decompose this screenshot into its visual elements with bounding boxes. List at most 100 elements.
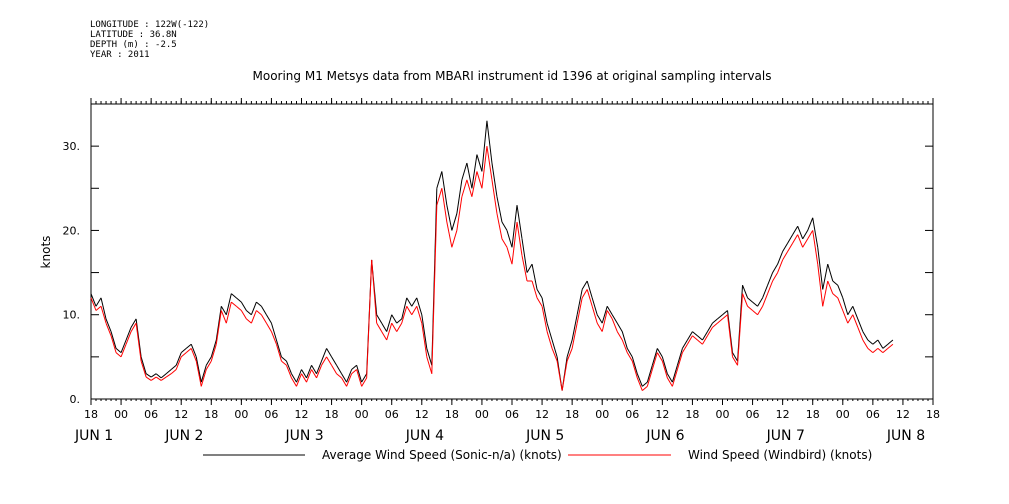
series-segment: [872, 348, 879, 354]
series-segment: [646, 365, 653, 383]
series-segment: [155, 376, 162, 381]
series-segment: [661, 356, 668, 374]
series-segment: [321, 356, 327, 366]
series-segment: [842, 297, 849, 315]
x-tick-label: 00: [114, 408, 128, 421]
series-segment: [336, 365, 343, 374]
series-segment: [516, 205, 523, 239]
series-segment: [601, 306, 608, 324]
series-segment: [361, 373, 368, 383]
series-segment: [767, 272, 774, 286]
series-segment: [616, 322, 623, 332]
series-segment: [686, 331, 693, 341]
series-segment: [692, 335, 698, 341]
series-segment: [270, 323, 277, 341]
series-segment: [411, 306, 418, 315]
series-segment: [812, 230, 819, 265]
series-segment: [260, 306, 267, 315]
series-segment: [842, 310, 849, 324]
series-segment: [456, 196, 463, 231]
series-segment: [376, 322, 383, 332]
series-segment: [636, 377, 643, 391]
series-segment: [456, 179, 463, 214]
series-segment: [697, 335, 703, 341]
series-segment: [506, 247, 513, 265]
series-segment: [185, 348, 192, 354]
series-segment: [621, 331, 628, 349]
series-segment: [265, 314, 272, 324]
x-tick-label: 00: [836, 408, 850, 421]
series-segment: [275, 339, 282, 357]
series-segment: [857, 327, 864, 341]
series-segment: [777, 259, 784, 273]
series-segment: [867, 348, 874, 354]
series-segment: [787, 234, 794, 244]
x-tick-label: 00: [355, 408, 369, 421]
series-segment: [391, 314, 398, 324]
series-segment: [346, 369, 353, 383]
series-segment: [717, 318, 723, 324]
series-segment: [807, 230, 814, 240]
series-segment: [546, 323, 553, 341]
series-segment: [541, 297, 548, 324]
series-segment: [536, 297, 543, 307]
series-segment: [666, 377, 673, 387]
series-segment: [887, 339, 894, 345]
series-segment: [250, 301, 257, 315]
series-segment: [190, 348, 197, 362]
series-segment: [150, 376, 157, 381]
x-tick-label: 00: [475, 408, 489, 421]
series-segment: [747, 305, 753, 311]
series-segment: [110, 335, 117, 353]
series-segment: [596, 314, 603, 324]
series-segment: [571, 323, 578, 349]
series-segment: [381, 331, 388, 341]
series-segment: [95, 297, 102, 307]
series-segment: [90, 293, 97, 307]
series-segment: [727, 314, 734, 357]
series-segment: [210, 339, 217, 357]
series-segment: [656, 348, 663, 358]
legend: Average Wind Speed (Sonic-n/a) (knots) Wi…: [203, 448, 872, 462]
series-segment: [732, 356, 738, 366]
series-segment: [797, 234, 804, 248]
series-segment: [130, 318, 137, 328]
series-segment: [366, 259, 373, 378]
series-segment: [346, 373, 353, 387]
series-segment: [95, 305, 102, 311]
series-segment: [581, 280, 588, 290]
series-segment: [521, 255, 528, 282]
series-segment: [306, 369, 312, 383]
legend-label: Wind Speed (Windbird) (knots): [688, 448, 872, 462]
series-segment: [561, 360, 568, 391]
series-segment: [306, 365, 312, 379]
series-segment: [190, 344, 197, 358]
series-segment: [396, 322, 403, 332]
series-segment: [90, 297, 97, 311]
x-tick-label: 06: [385, 408, 399, 421]
series-segment: [100, 306, 107, 324]
series-segment: [521, 238, 528, 273]
series-segment: [246, 318, 252, 324]
y-tick-label: 20.: [63, 224, 81, 237]
series-segment: [832, 280, 839, 286]
day-label: JUN 1: [74, 428, 113, 444]
series-segment: [496, 196, 503, 223]
series-segment: [611, 314, 618, 324]
series-windbird-wind-speed: [90, 146, 894, 391]
series-segment: [707, 322, 713, 332]
series-segment: [421, 323, 428, 357]
series-segment: [411, 297, 418, 307]
series-segment: [606, 310, 613, 320]
series-segment: [852, 314, 859, 328]
series-segment: [145, 376, 152, 381]
series-segment: [215, 310, 222, 345]
series-segment: [461, 162, 468, 180]
series-segment: [606, 306, 613, 315]
series-segment: [566, 348, 573, 362]
y-tick-label: 30.: [63, 140, 81, 153]
series-segment: [150, 373, 157, 378]
series-segment: [401, 297, 408, 320]
series-segment: [115, 348, 122, 354]
day-label: JUN 7: [766, 428, 805, 444]
